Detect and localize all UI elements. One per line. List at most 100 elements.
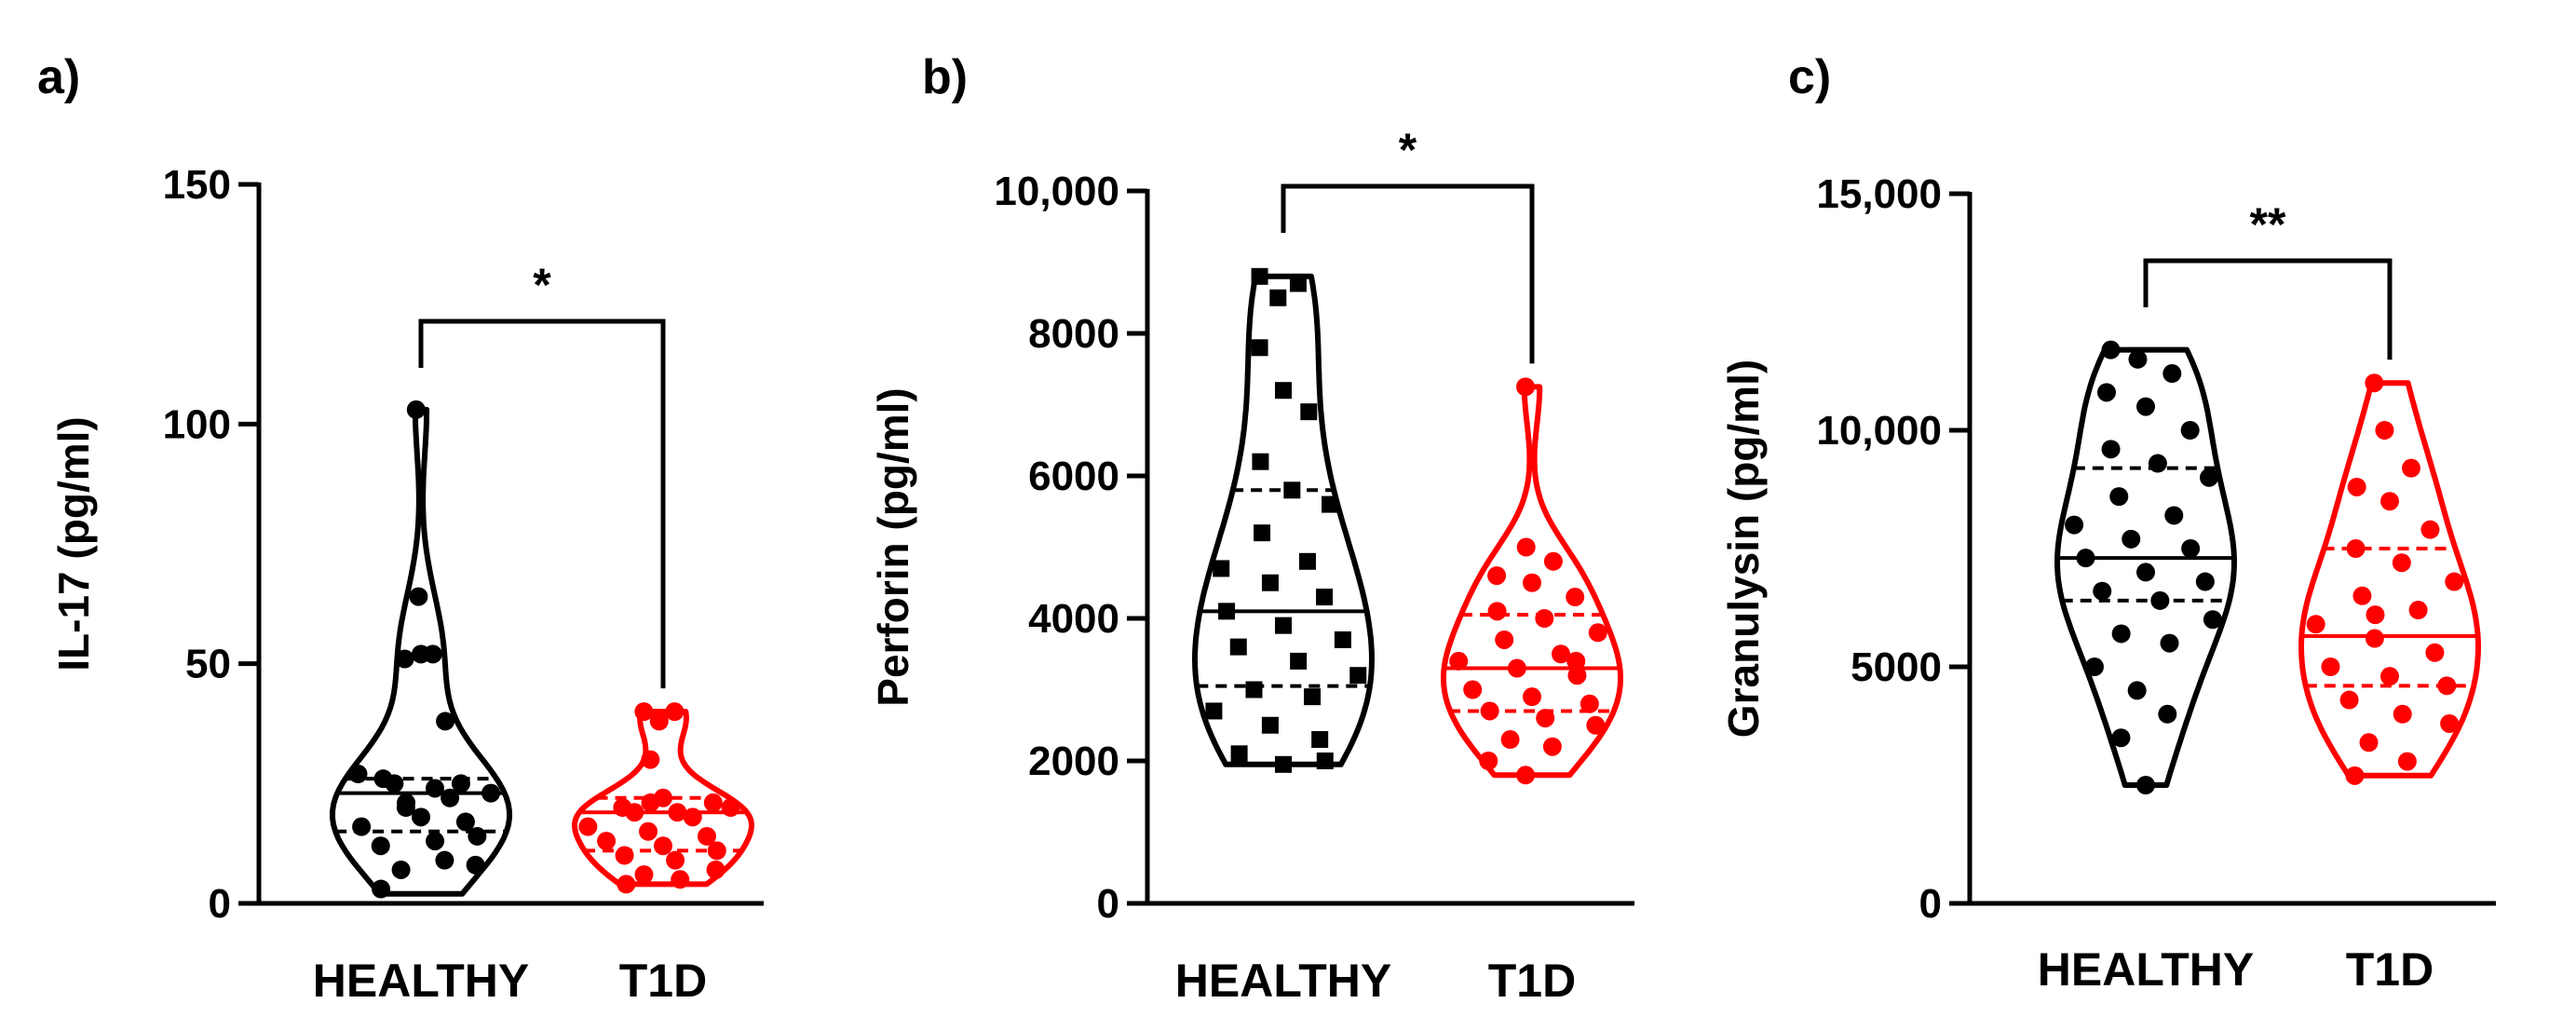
data-point [468,826,487,846]
data-point [2437,676,2457,696]
data-point [639,821,658,841]
data-point [391,860,411,879]
data-point [426,832,445,851]
data-point [1535,609,1554,628]
data-point [654,836,672,856]
data-point [641,750,660,769]
data-point [1275,755,1292,773]
data-point [1251,267,1268,285]
data-point [2440,713,2460,733]
data-point [668,803,687,822]
data-point [1334,631,1351,648]
data-point [1205,702,1223,720]
data-point [1487,566,1507,586]
x-category-label: T1D [1488,955,1576,1007]
data-point [409,587,428,606]
data-point [348,765,368,784]
data-point [597,832,617,851]
data-point [1316,753,1334,769]
data-point [666,850,685,870]
data-point [721,798,740,818]
violin-outline [1192,273,1375,767]
significance-bracket [2143,258,2393,360]
data-point [1298,552,1316,570]
data-point [1586,715,1606,735]
data-point [2101,440,2121,459]
data-point [1542,737,1562,756]
data-point [615,846,634,865]
data-point [371,836,390,856]
data-point [2365,629,2384,648]
data-point [1261,716,1279,734]
data-point [2160,633,2179,653]
y-tick-label: 0 [209,881,231,927]
data-point [649,712,669,731]
data-point [2164,506,2184,525]
data-point [1487,602,1507,621]
panel-b: b) 0 2000 4000 6000 8000 10,000 Perforin (pg/ml… [869,50,1634,1007]
data-point [2380,492,2399,511]
data-point [2180,421,2200,440]
data-point [1304,688,1322,706]
data-point [2195,572,2215,591]
data-point [1449,651,1469,671]
data-point [1552,644,1571,664]
data-point [2380,667,2399,686]
data-point [1588,623,1607,643]
y-axis-title: IL-17 (pg/ml) [49,416,98,671]
y-axis-title: Granulysin (pg/ml) [1719,359,1768,738]
data-point [2397,752,2417,771]
data-point [2306,615,2325,634]
significance-bracket [418,319,666,689]
data-point [671,870,690,889]
panel-letter: a) [37,50,80,104]
y-tick-label: 10,000 [1816,408,1942,454]
y-tick-label: 0 [1919,881,1942,927]
data-point [2084,658,2104,676]
data-point [2375,421,2394,440]
data-point [2076,549,2095,568]
data-point [2136,563,2155,582]
data-point [2425,643,2445,662]
data-point [2408,601,2428,620]
y-axis-title: Perforin (pg/ml) [869,387,917,706]
data-point [707,841,726,861]
data-point [1254,524,1271,542]
y-tick-label: 5000 [1851,644,1942,690]
data-point [1275,617,1292,634]
data-point [412,644,430,664]
data-point [1300,403,1318,421]
data-point [1507,658,1526,678]
data-point [1523,573,1541,592]
y-tick-label: 4000 [1028,596,1119,642]
data-point [436,712,455,731]
data-point [1213,560,1230,577]
data-point [1349,667,1367,685]
data-point [1230,745,1248,763]
data-point [2136,397,2155,416]
data-point [397,793,416,812]
data-point [2445,572,2464,591]
data-point [1543,551,1563,571]
data-point [625,803,644,822]
data-point [372,879,391,899]
y-tick-label: 150 [163,162,231,208]
data-point [2181,539,2201,558]
data-point [697,826,716,846]
data-point [2392,553,2411,573]
data-point [395,649,414,669]
data-point [1536,709,1555,728]
y-tick-label: 15,000 [1816,171,1942,217]
data-point [641,793,660,812]
data-point [1261,574,1279,591]
data-point [1523,687,1541,707]
data-point [703,793,723,812]
panel-c: c) 0 5000 10,000 15,000 Granulysin (pg/ml) HEA… [1719,50,2496,996]
data-point [481,783,501,803]
x-category-label: HEALTHY [313,955,529,1007]
data-point [634,702,654,722]
data-point [2150,590,2170,610]
data-point [455,812,475,832]
data-point [1479,752,1498,770]
